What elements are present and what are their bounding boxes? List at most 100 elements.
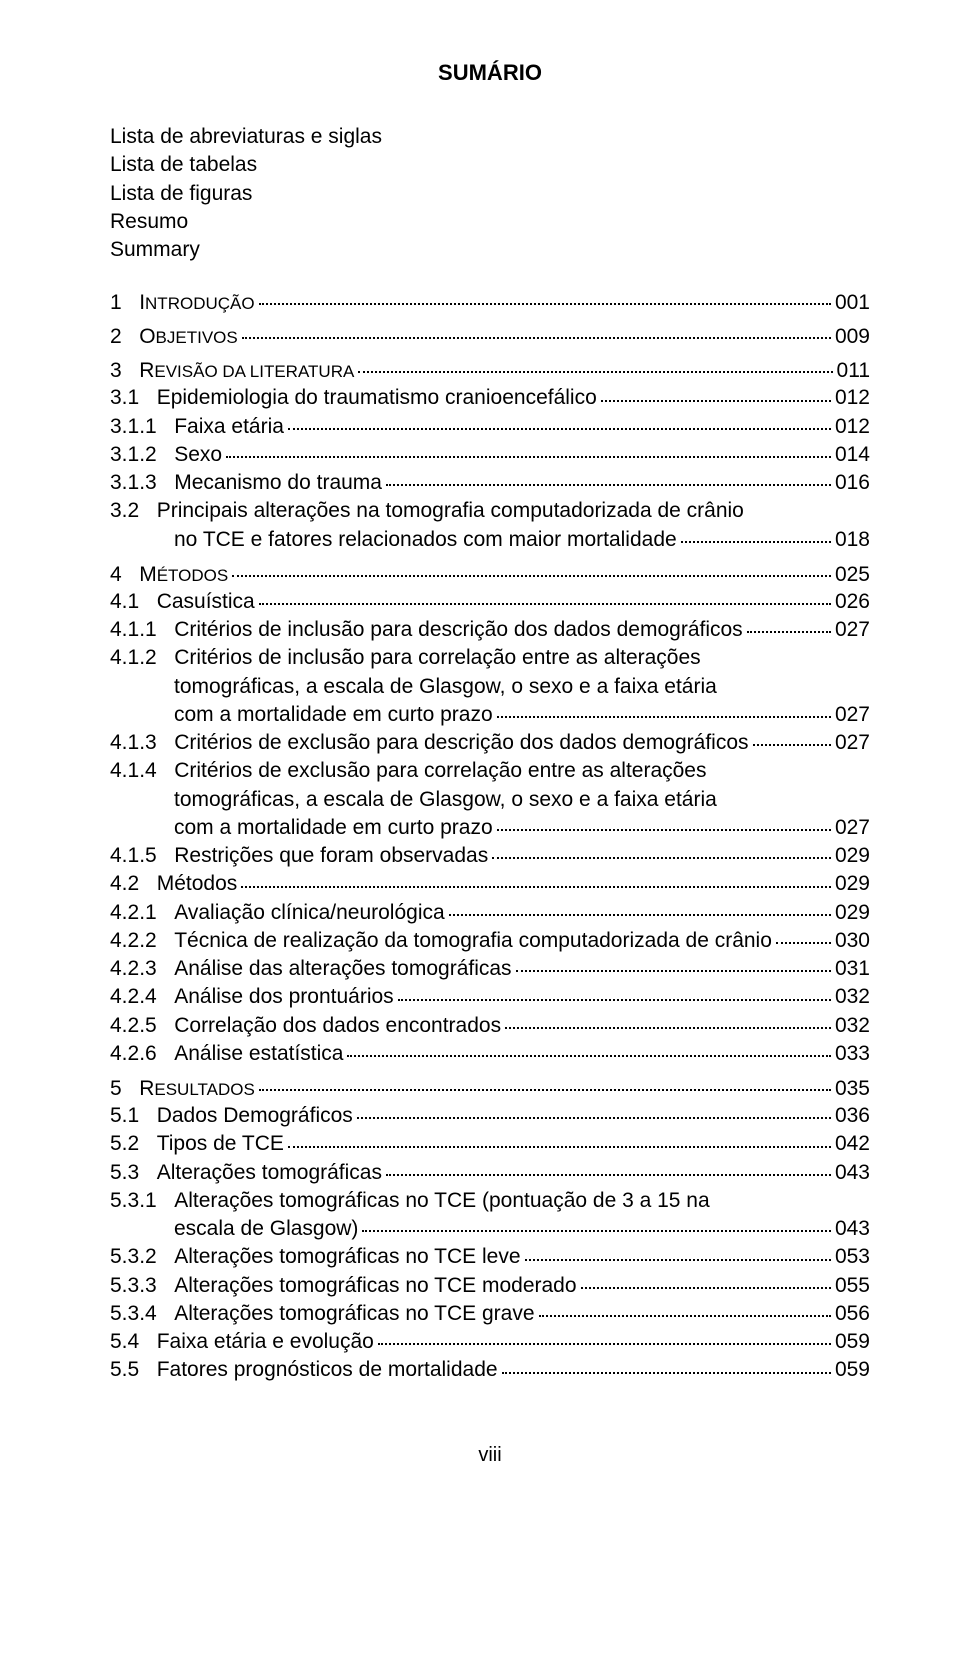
toc-label: Epidemiologia do traumatismo cranioencef…	[157, 385, 597, 411]
toc-number: 4.2.4	[110, 984, 174, 1010]
toc-subsection: 4.1.1 Critérios de inclusão para descriç…	[110, 617, 870, 643]
toc-number: 4.1.5	[110, 843, 174, 869]
toc-number: 4.2.2	[110, 928, 174, 954]
toc-continuation-last: com a mortalidade em curto prazo 027	[110, 702, 870, 728]
toc-page: 001	[835, 291, 870, 315]
toc-leader	[776, 942, 831, 944]
toc-label: Critérios de exclusão para descrição dos…	[174, 730, 748, 756]
toc-leader	[358, 371, 832, 373]
toc-page: 030	[835, 928, 870, 954]
toc-number: 4.1.1	[110, 617, 174, 643]
toc-leader	[525, 1259, 831, 1261]
toc-leader	[601, 400, 831, 402]
toc-leader	[386, 484, 831, 486]
toc-section: 4.2 Métodos029	[110, 871, 870, 897]
toc-number: 3.1.3	[110, 470, 174, 496]
toc-leader	[492, 857, 831, 859]
toc-leader	[347, 1055, 830, 1057]
toc-leader	[232, 575, 831, 577]
toc-page: 036	[835, 1103, 870, 1129]
toc-leader	[505, 1027, 831, 1029]
toc-subsection: 4.2.3 Análise das alterações tomográfica…	[110, 956, 870, 982]
toc-subsection: 3.1.3 Mecanismo do trauma016	[110, 470, 870, 496]
toc-page: 029	[835, 843, 870, 869]
toc-leader	[259, 1089, 831, 1091]
front-matter-item: Resumo	[110, 209, 870, 235]
toc-number: 3.1.2	[110, 442, 174, 468]
toc-number: 4.1.3	[110, 730, 174, 756]
toc-label: Mecanismo do trauma	[174, 470, 382, 496]
toc-leader	[378, 1343, 831, 1345]
toc-page: 043	[835, 1216, 870, 1242]
toc-label: com a mortalidade em curto prazo	[174, 702, 493, 728]
toc-label: REVISÃO DA LITERATURA	[139, 359, 354, 383]
toc-section: 4.1 Casuística026	[110, 589, 870, 615]
toc-subsection: 4.2.2 Técnica de realização da tomografi…	[110, 928, 870, 954]
toc-label: Restrições que foram observadas	[174, 843, 488, 869]
front-matter-item: Lista de tabelas	[110, 152, 870, 178]
toc-leader	[581, 1287, 831, 1289]
toc-page: 043	[835, 1160, 870, 1186]
toc-number: 3	[110, 359, 139, 383]
toc-number: 5	[110, 1077, 139, 1101]
table-of-contents: 1 INTRODUÇÃO0012 OBJETIVOS0093 REVISÃO D…	[110, 291, 870, 1383]
toc-leader	[502, 1372, 831, 1374]
toc-label: Critérios de inclusão para correlação en…	[174, 645, 700, 671]
toc-page: 032	[835, 1013, 870, 1039]
toc-page: 056	[835, 1301, 870, 1327]
toc-label: Métodos	[157, 871, 238, 897]
toc-label: Alterações tomográficas no TCE moderado	[174, 1273, 576, 1299]
toc-number: 5.1	[110, 1103, 157, 1129]
toc-subsection: 4.1.5 Restrições que foram observadas 029	[110, 843, 870, 869]
toc-subsection: 5.3.4 Alterações tomográficas no TCE gra…	[110, 1301, 870, 1327]
toc-chapter: 3 REVISÃO DA LITERATURA011	[110, 359, 870, 383]
toc-label: Avaliação clínica/neurológica	[174, 900, 444, 926]
toc-label: Dados Demográficos	[157, 1103, 353, 1129]
toc-entry-multiline: 4.1.2 Critérios de inclusão para correla…	[110, 645, 870, 671]
toc-page: 059	[835, 1357, 870, 1383]
toc-chapter: 4 MÉTODOS025	[110, 563, 870, 587]
toc-number: 4.2.6	[110, 1041, 174, 1067]
toc-leader	[747, 631, 831, 633]
toc-label: Alterações tomográficas	[157, 1160, 382, 1186]
toc-number: 3.1	[110, 385, 157, 411]
toc-label: Alterações tomográficas no TCE grave	[174, 1301, 534, 1327]
toc-number: 4.1.4	[110, 758, 174, 784]
toc-label: Critérios de inclusão para descrição dos…	[174, 617, 742, 643]
toc-section: 5.4 Faixa etária e evolução059	[110, 1329, 870, 1355]
toc-page: 032	[835, 984, 870, 1010]
toc-number: 4.2.5	[110, 1013, 174, 1039]
toc-leader	[516, 970, 831, 972]
toc-label: Fatores prognósticos de mortalidade	[157, 1357, 498, 1383]
toc-subsection: 5.3.3 Alterações tomográficas no TCE mod…	[110, 1273, 870, 1299]
toc-number: 4.2	[110, 871, 157, 897]
toc-page: 025	[835, 563, 870, 587]
toc-label: MÉTODOS	[139, 563, 228, 587]
toc-leader	[398, 999, 831, 1001]
toc-section: 5.2 Tipos de TCE042	[110, 1131, 870, 1157]
toc-label: INTRODUÇÃO	[139, 291, 254, 315]
toc-label: Casuística	[157, 589, 255, 615]
toc-leader	[539, 1315, 831, 1317]
toc-label: escala de Glasgow)	[174, 1216, 358, 1242]
toc-continuation-last: escala de Glasgow) 043	[110, 1216, 870, 1242]
toc-entry-multiline: 5.3.1 Alterações tomográficas no TCE (po…	[110, 1188, 870, 1214]
toc-label: Sexo	[174, 442, 222, 468]
toc-number: 5.3.2	[110, 1244, 174, 1270]
toc-page: 027	[835, 702, 870, 728]
toc-label: Tipos de TCE	[157, 1131, 284, 1157]
toc-number: 5.3.4	[110, 1301, 174, 1327]
toc-leader	[241, 886, 831, 888]
toc-page: 053	[835, 1244, 870, 1270]
toc-subsection: 4.2.5 Correlação dos dados encontrados 03…	[110, 1013, 870, 1039]
toc-label: Correlação dos dados encontrados	[174, 1013, 501, 1039]
toc-label: RESULTADOS	[139, 1077, 255, 1101]
toc-leader	[449, 914, 831, 916]
toc-leader	[386, 1174, 831, 1176]
toc-number: 5.3	[110, 1160, 157, 1186]
toc-entry-multiline: 3.2 Principais alterações na tomografia …	[110, 498, 870, 524]
toc-label: Análise dos prontuários	[174, 984, 393, 1010]
page-number-footer: viii	[110, 1444, 870, 1467]
toc-page: 014	[835, 442, 870, 468]
toc-continuation: tomográficas, a escala de Glasgow, o sex…	[110, 674, 870, 700]
